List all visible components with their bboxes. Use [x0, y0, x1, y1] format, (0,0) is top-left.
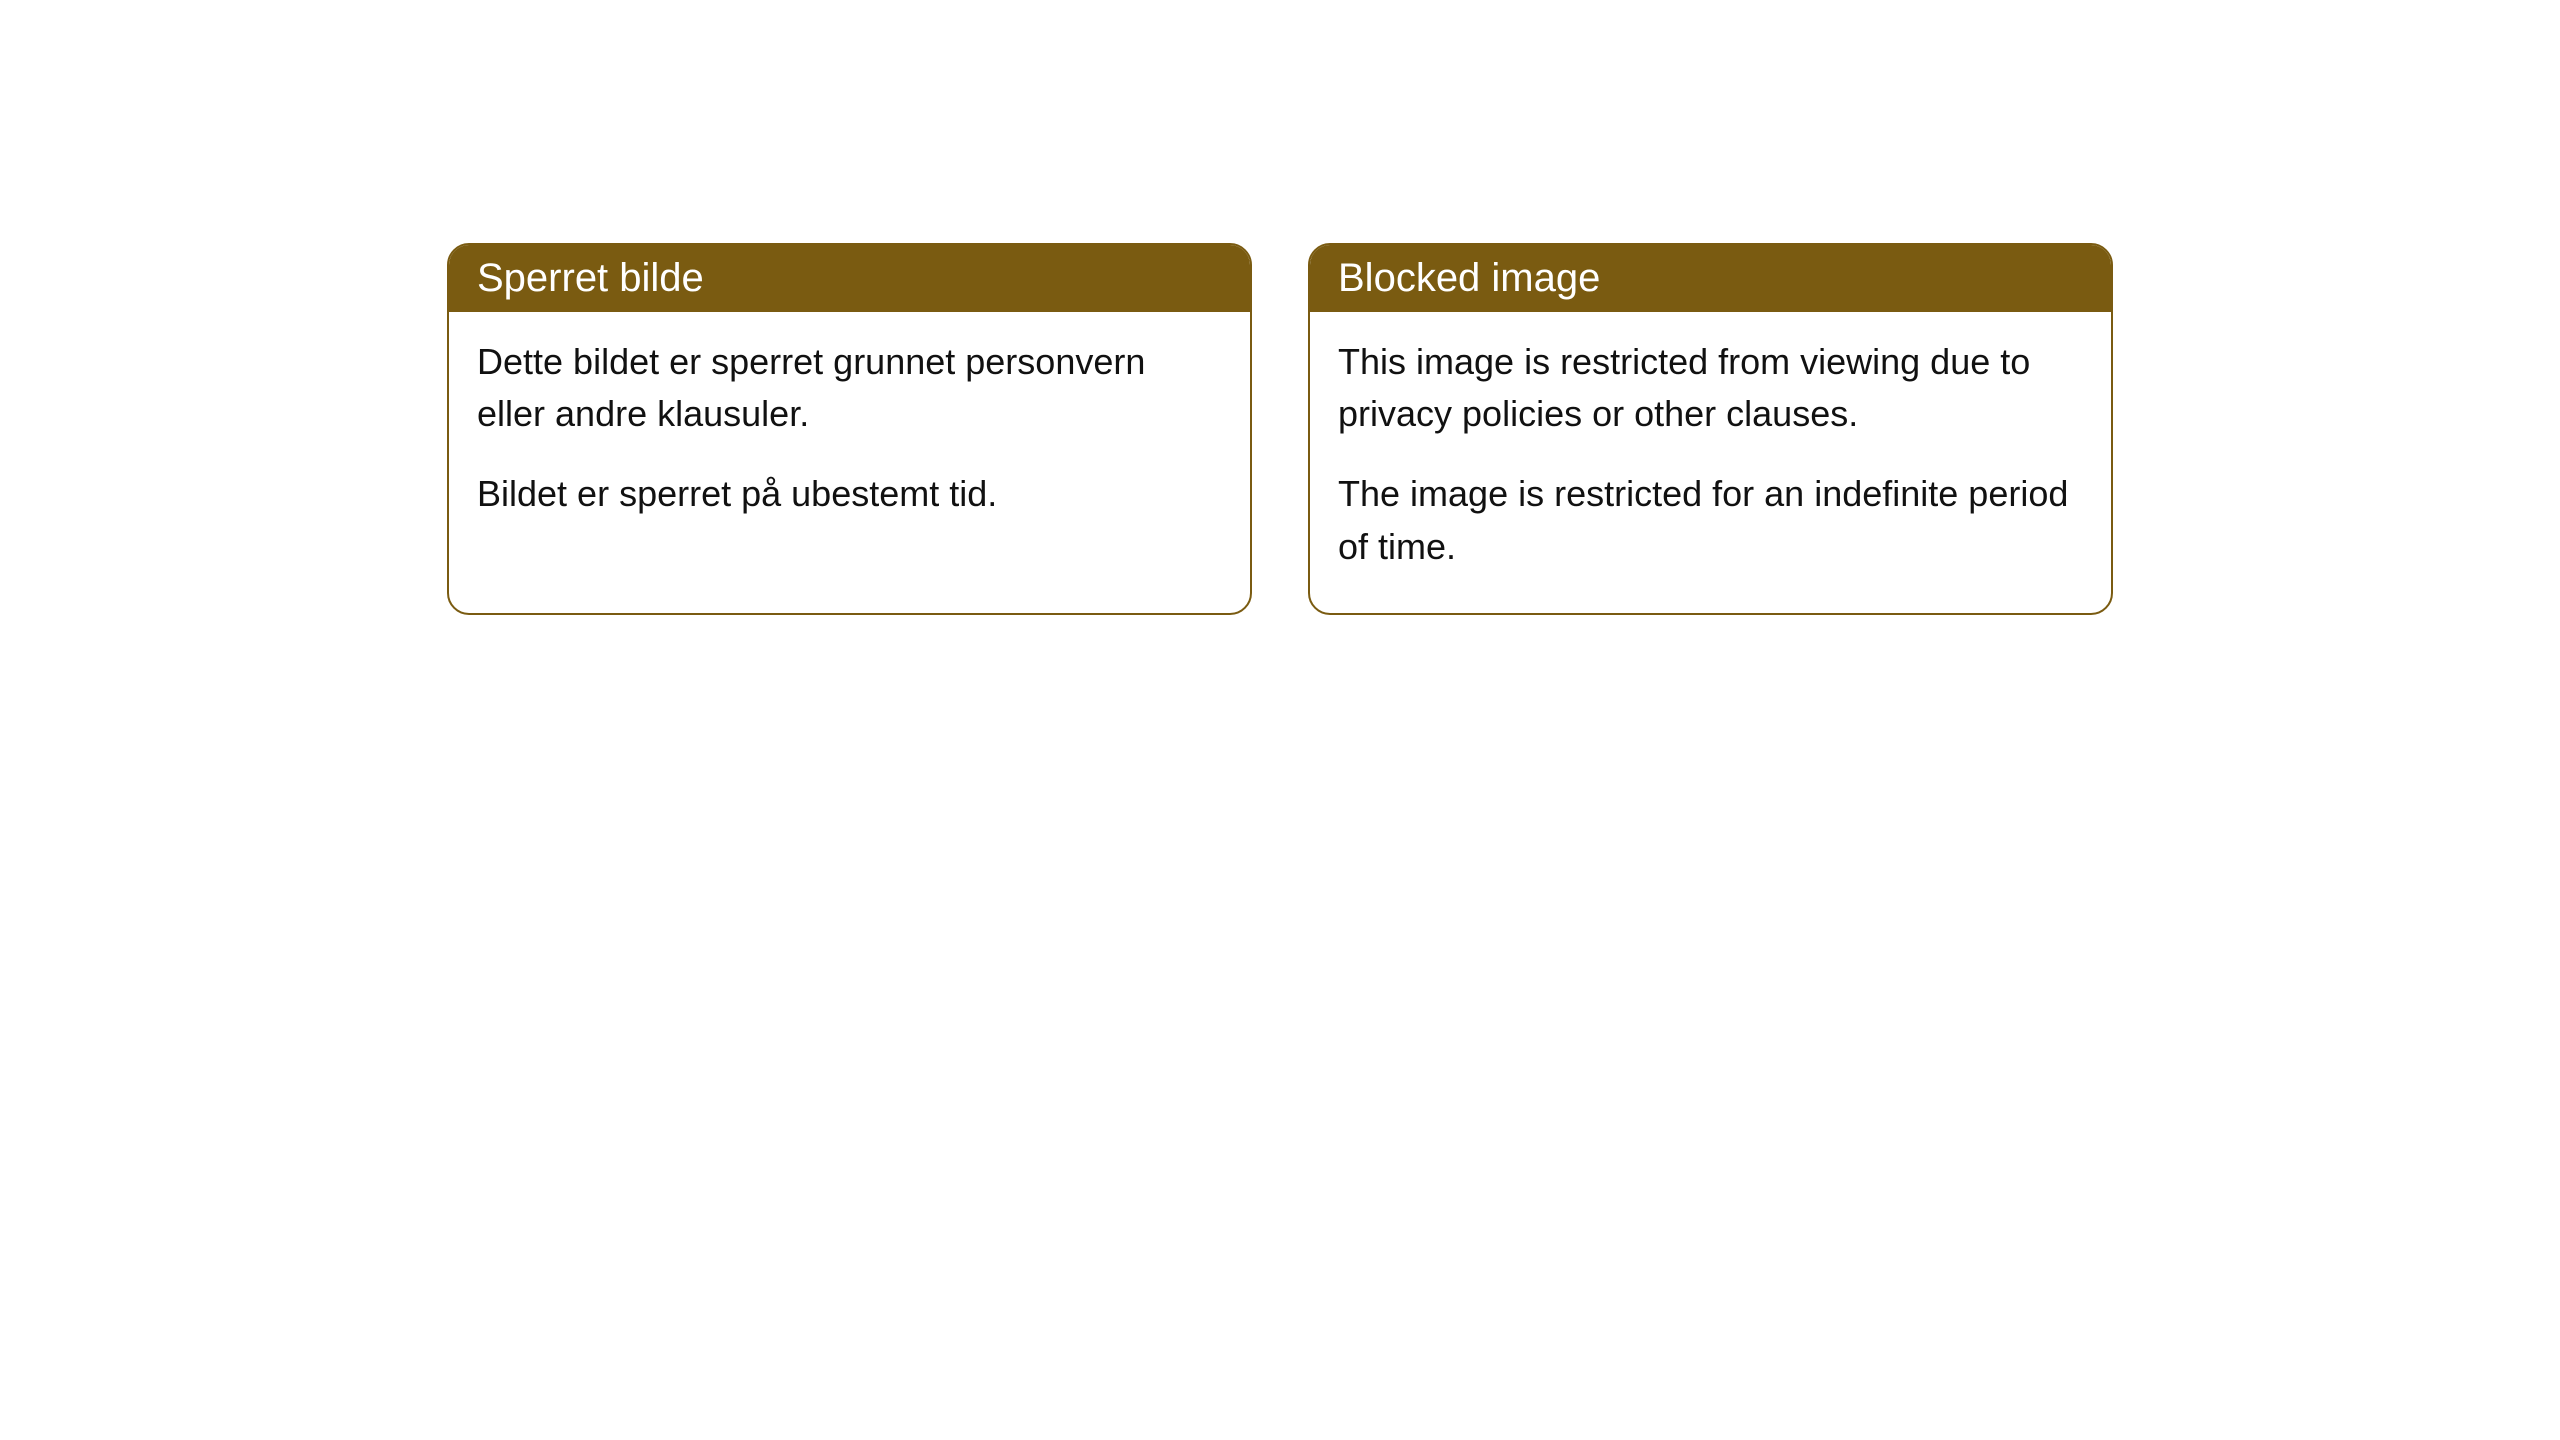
card-paragraph: Dette bildet er sperret grunnet personve…	[477, 336, 1222, 440]
card-title: Sperret bilde	[477, 256, 704, 300]
cards-container: Sperret bilde Dette bildet er sperret gr…	[447, 243, 2113, 615]
blocked-image-card-english: Blocked image This image is restricted f…	[1308, 243, 2113, 615]
card-header-norwegian: Sperret bilde	[449, 245, 1250, 312]
card-paragraph: This image is restricted from viewing du…	[1338, 336, 2083, 440]
card-header-english: Blocked image	[1310, 245, 2111, 312]
card-title: Blocked image	[1338, 256, 1600, 300]
blocked-image-card-norwegian: Sperret bilde Dette bildet er sperret gr…	[447, 243, 1252, 615]
card-body-norwegian: Dette bildet er sperret grunnet personve…	[449, 312, 1250, 561]
card-paragraph: The image is restricted for an indefinit…	[1338, 468, 2083, 572]
card-paragraph: Bildet er sperret på ubestemt tid.	[477, 468, 1222, 520]
card-body-english: This image is restricted from viewing du…	[1310, 312, 2111, 613]
